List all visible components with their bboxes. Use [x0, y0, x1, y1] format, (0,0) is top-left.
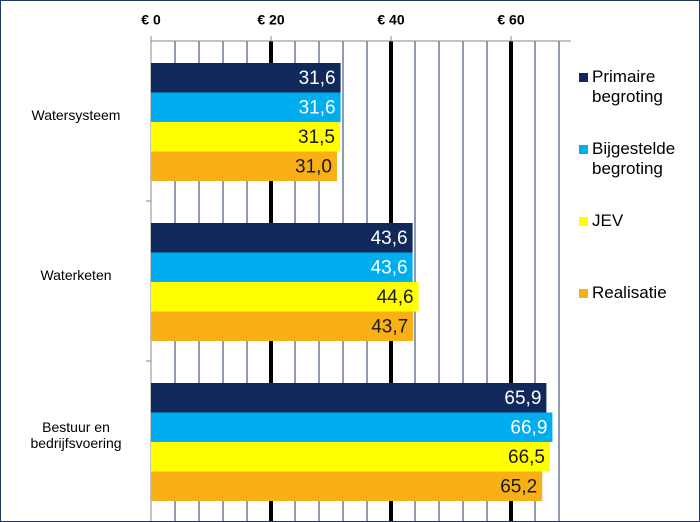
category-label: Watersysteem: [31, 107, 121, 123]
value-label: 31,0: [295, 156, 332, 177]
value-label: 31,6: [299, 68, 336, 89]
bar: [151, 252, 413, 282]
legend-entry: Bijgestelde begroting: [579, 139, 694, 179]
legend-entry: JEV: [579, 211, 694, 231]
value-label: 65,2: [500, 476, 537, 497]
value-label: 43,7: [371, 316, 408, 337]
legend-label: Bijgestelde begroting: [592, 139, 676, 178]
value-label: 66,9: [510, 417, 547, 438]
legend-label: Primaire begroting: [592, 67, 663, 106]
legend-entry: Realisatie: [579, 283, 694, 303]
category-label: Bestuur en bedrijfsvoering: [30, 419, 122, 451]
x-tick-label: € 60: [497, 12, 524, 28]
legend-entry: Primaire begroting: [579, 67, 694, 107]
bar: [151, 92, 341, 122]
bar: [151, 383, 547, 413]
legend-label: Realisatie: [592, 283, 667, 302]
value-label: 66,5: [508, 447, 545, 468]
bar: [151, 63, 341, 93]
bar: [151, 223, 413, 253]
bar: [151, 412, 553, 442]
category-label: Waterketen: [40, 267, 112, 283]
value-label: 44,6: [377, 287, 414, 308]
legend-label: JEV: [592, 211, 624, 230]
bar: [151, 282, 419, 312]
bar: [151, 311, 414, 341]
bar: [151, 122, 340, 152]
value-label: 43,6: [371, 257, 408, 278]
bar: [151, 471, 543, 501]
legend-swatch: [579, 217, 588, 226]
value-label: 31,6: [299, 97, 336, 118]
x-tick-label: € 0: [141, 12, 161, 28]
value-label: 31,5: [298, 127, 335, 148]
x-tick-label: € 40: [377, 12, 404, 28]
bar: [151, 151, 337, 181]
legend-swatch: [579, 145, 588, 154]
x-tick-label: € 20: [257, 12, 284, 28]
legend-swatch: [579, 73, 588, 82]
legend-swatch: [579, 289, 588, 298]
value-label: 65,9: [504, 388, 541, 409]
bar: [151, 442, 550, 472]
value-label: 43,6: [371, 228, 408, 249]
